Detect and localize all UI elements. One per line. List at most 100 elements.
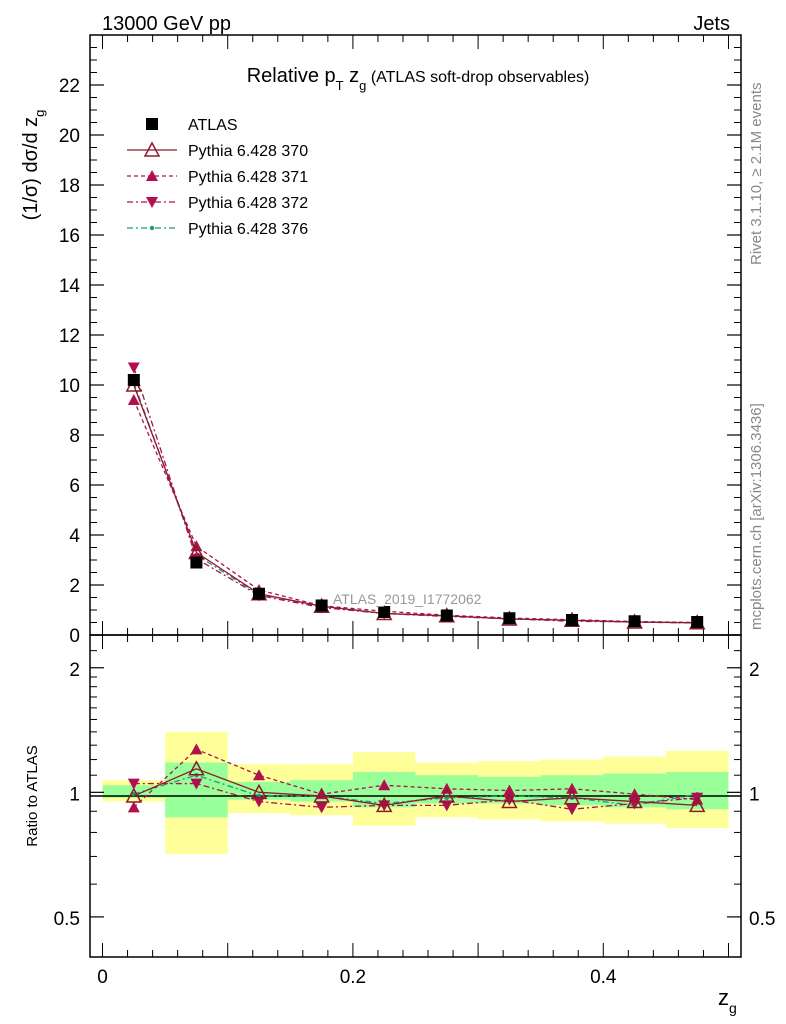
ratio-point-pythia-6-428-371 — [190, 743, 203, 755]
ratio-line-pythia-6-428-376 — [133, 774, 698, 807]
analysis-watermark: ATLAS_2019_I1772062 — [333, 591, 482, 607]
main-ylabel-text: (1/σ) dσ/d z — [20, 117, 42, 221]
ratio-point-pythia-6-428-370 — [313, 787, 330, 803]
main-line-pythia-6-428-370 — [133, 384, 698, 624]
legend-label-pythia-6-428-370: Pythia 6.428 370 — [188, 143, 308, 160]
ratio-xtick-label: 0.4 — [590, 967, 617, 988]
ratio-point-pythia-6-428-370 — [563, 789, 581, 805]
ratio-point-pythia-6-428-370 — [250, 783, 268, 800]
main-point-pythia-6-428-372 — [127, 362, 140, 374]
ratio-point-pythia-6-428-372 — [253, 796, 266, 808]
main-ytick-label: 14 — [59, 276, 81, 297]
main-ytick-label: 2 — [69, 576, 80, 597]
main-ytick-label: 22 — [59, 76, 80, 97]
main-point-pythia-6-428-371 — [127, 394, 140, 405]
ratio-line-pythia-6-428-372 — [133, 782, 698, 810]
ratio-point-pythia-6-428-372 — [503, 794, 516, 806]
legend: ATLAS Pythia 6.428 370 Pythia 6.428 371 Pyt… — [127, 117, 308, 238]
legend-label-atlas: ATLAS — [188, 117, 238, 134]
ratio-point-pythia-6-428-370 — [438, 787, 456, 803]
xlabel-text: z — [718, 985, 729, 1010]
ratio-ytick-label: 1 — [69, 784, 80, 805]
main-ticks: 0 2 4 6 8 10 12 14 16 18 20 22 — [59, 35, 741, 647]
main-ytick-label: 18 — [59, 176, 80, 197]
main-point-atlas — [628, 615, 641, 628]
legend-marker-pythia-6-428-372 — [146, 197, 158, 208]
main-ytick-label: 4 — [69, 526, 80, 547]
title-sub-g: g — [359, 78, 366, 93]
title-prefix: Relative p — [247, 65, 336, 87]
main-series — [125, 362, 706, 630]
ratio-point-pythia-6-428-370 — [188, 760, 205, 776]
ratio-xtick-label: 0.2 — [340, 967, 366, 988]
ratio-point-pythia-6-428-370 — [688, 796, 706, 813]
main-line-pythia-6-428-376 — [133, 382, 698, 624]
ratio-point-pythia-6-428-371 — [253, 769, 266, 781]
main-point-atlas — [190, 556, 203, 569]
title-suffix: (ATLAS soft-drop observables) — [366, 69, 589, 86]
legend-label-pythia-6-428-376: Pythia 6.428 376 — [188, 221, 308, 238]
main-ytick-label: 6 — [69, 476, 80, 497]
header-left: 13000 GeV pp — [102, 13, 231, 35]
ratio-ytick-label-right: 1 — [749, 784, 760, 805]
ratio-ticks: 0.5 0.5 1 1 2 2 0 0.2 0.4 — [54, 635, 775, 988]
legend-marker-pythia-6-428-376 — [149, 225, 155, 231]
chart-title: Relative pT zg (ATLAS soft-drop observab… — [247, 65, 590, 93]
mcplots-label: mcplots.cern.ch [arXiv:1306.3436] — [748, 403, 765, 630]
header-right: Jets — [693, 13, 730, 35]
ratio-point-pythia-6-428-372 — [315, 802, 328, 814]
ratio-xtick-label: 0 — [97, 967, 108, 988]
ratio-point-pythia-6-428-370 — [375, 796, 393, 813]
ratio-line-pythia-6-428-370 — [133, 768, 698, 807]
ratio-line-pythia-6-428-371 — [133, 748, 698, 808]
ratio-point-pythia-6-428-372 — [440, 800, 453, 812]
ratio-point-pythia-6-428-370 — [626, 792, 643, 809]
main-point-atlas — [440, 609, 453, 622]
main-ytick-label: 20 — [59, 126, 80, 147]
ratio-point-pythia-6-428-370 — [501, 792, 518, 809]
main-point-atlas — [127, 374, 140, 386]
ratio-ytick-label-right: 0.5 — [749, 909, 775, 930]
legend-marker-pythia-6-428-370 — [143, 141, 161, 157]
ratio-ytick-label: 0.5 — [54, 909, 80, 930]
ratio-point-pythia-6-428-370 — [125, 787, 143, 803]
ratio-point-pythia-6-428-372 — [127, 778, 140, 790]
main-ylabel: (1/σ) dσ/d zg — [20, 110, 47, 221]
legend-marker-pythia-6-428-371 — [146, 170, 158, 181]
main-ytick-label: 12 — [59, 326, 80, 347]
main-point-atlas — [378, 606, 391, 618]
rivet-label: Rivet 3.1.10, ≥ 2.1M events — [748, 83, 765, 266]
main-ytick-label: 0 — [69, 626, 80, 647]
main-ytick-label: 10 — [59, 376, 80, 397]
ratio-series — [125, 743, 706, 816]
main-line-pythia-6-428-371 — [133, 399, 698, 624]
ratio-point-pythia-6-428-372 — [190, 778, 203, 790]
x-axis-label: zg — [718, 985, 737, 1016]
ratio-point-pythia-6-428-372 — [565, 804, 578, 816]
title-sub-t: T — [336, 78, 344, 93]
ratio-point-pythia-6-428-371 — [127, 801, 140, 813]
xlabel-sub: g — [729, 1000, 737, 1016]
main-point-atlas — [315, 599, 328, 612]
ratio-ytick-label: 2 — [69, 660, 80, 681]
legend-label-pythia-6-428-372: Pythia 6.428 372 — [188, 195, 308, 212]
main-point-atlas — [565, 614, 578, 626]
ratio-ylabel: Ratio to ATLAS — [24, 745, 41, 846]
main-ytick-label: 16 — [59, 226, 80, 247]
main-point-atlas — [691, 616, 704, 628]
main-ylabel-sub: g — [32, 110, 47, 117]
ratio-point-pythia-6-428-371 — [503, 784, 516, 796]
ratio-point-pythia-6-428-371 — [565, 782, 578, 794]
ratio-panel-frame — [89, 634, 742, 958]
legend-marker-atlas — [146, 118, 158, 130]
ratio-band-inner — [102, 785, 166, 798]
legend-label-pythia-6-428-371: Pythia 6.428 371 — [188, 169, 308, 186]
main-line-pythia-6-428-372 — [133, 367, 698, 624]
main-point-atlas — [503, 612, 516, 625]
title-mid: z — [344, 65, 360, 87]
main-ytick-label: 8 — [69, 426, 80, 447]
main-point-atlas — [253, 587, 266, 600]
ratio-ytick-label-right: 2 — [749, 660, 760, 681]
ratio-point-pythia-6-428-371 — [378, 779, 391, 791]
